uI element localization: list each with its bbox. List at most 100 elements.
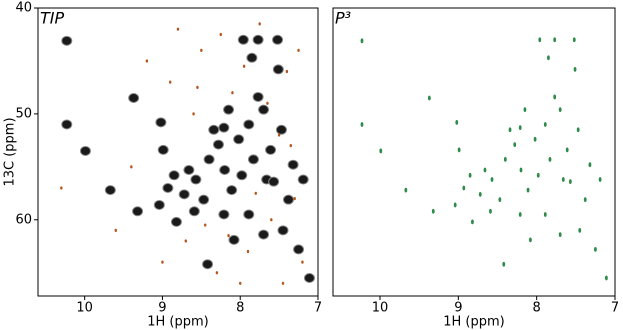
peak	[60, 186, 63, 190]
peak	[247, 154, 259, 165]
peak	[237, 34, 249, 45]
peak	[503, 157, 507, 162]
peak	[114, 228, 117, 232]
peak	[243, 209, 255, 220]
peak	[490, 177, 494, 182]
peak	[198, 194, 210, 205]
peak	[303, 273, 315, 283]
x-tick-label: 10	[372, 301, 389, 316]
peak	[543, 212, 547, 217]
x-tick-label: 10	[76, 301, 93, 316]
x-axis-label: 1H (ppm)	[443, 315, 505, 330]
peak	[236, 170, 248, 181]
peak	[227, 234, 230, 238]
peak	[457, 147, 461, 153]
peak	[301, 260, 304, 264]
peak	[204, 223, 207, 227]
x-tick-label: 9	[158, 301, 166, 316]
peak	[277, 225, 289, 236]
peak	[529, 237, 532, 243]
peak	[130, 165, 133, 169]
peak	[153, 199, 165, 210]
peak	[427, 95, 431, 101]
peak	[538, 37, 542, 43]
peak	[565, 147, 569, 153]
peak	[519, 167, 523, 173]
peak	[583, 197, 587, 203]
peak	[489, 208, 492, 214]
peak	[212, 139, 224, 150]
peak	[289, 144, 292, 148]
peak	[277, 133, 281, 137]
x-tick-label: 9	[454, 301, 462, 316]
peak	[265, 144, 277, 155]
plot-area	[333, 8, 615, 296]
peak	[281, 281, 285, 285]
x-tick-label: 8	[533, 301, 541, 316]
peak	[513, 142, 517, 147]
peak	[218, 209, 230, 220]
peak	[202, 259, 214, 270]
peak	[190, 174, 202, 185]
peak	[508, 127, 512, 133]
peak	[128, 93, 140, 103]
peak	[536, 172, 540, 178]
x-tick-label: 8	[236, 301, 244, 316]
peak	[161, 260, 164, 264]
peak	[258, 229, 270, 240]
peak	[471, 219, 474, 225]
peak	[61, 119, 73, 130]
peak	[215, 271, 219, 275]
peak	[188, 206, 200, 217]
peak	[155, 117, 167, 128]
panel-title: TIP	[40, 9, 64, 28]
peak	[588, 162, 592, 168]
peak	[104, 185, 116, 196]
peak	[272, 64, 284, 75]
peak	[252, 91, 264, 102]
peak	[453, 202, 457, 208]
peak	[223, 104, 235, 115]
peak	[246, 249, 250, 254]
peak	[462, 185, 466, 191]
peak	[157, 144, 169, 155]
plot-area	[38, 8, 318, 296]
peak	[360, 38, 364, 44]
y-axis-label: 13C (ppm)	[3, 117, 18, 186]
peak	[272, 34, 284, 45]
peak	[246, 52, 258, 63]
peak	[176, 27, 180, 31]
peak	[285, 69, 289, 74]
x-tick-label: 7	[314, 301, 322, 316]
peak	[526, 187, 530, 193]
peak	[572, 37, 576, 43]
peak	[568, 179, 572, 185]
peak	[548, 157, 552, 162]
peak	[200, 48, 203, 52]
peak	[578, 227, 582, 233]
peak	[266, 101, 269, 105]
peak	[239, 281, 242, 285]
peak	[208, 124, 220, 135]
peak	[275, 124, 287, 135]
plot-frame	[37, 7, 319, 297]
peak	[203, 154, 215, 165]
peak	[61, 35, 73, 46]
peak	[252, 34, 264, 45]
peak	[270, 218, 273, 222]
x-axis-label: 1H (ppm)	[147, 315, 209, 330]
peak	[233, 134, 245, 145]
peak	[287, 159, 299, 170]
x-tick-label: 7	[611, 301, 619, 316]
peak	[297, 174, 309, 185]
peak	[228, 234, 240, 245]
peak	[192, 112, 195, 116]
peak	[162, 183, 174, 193]
peak	[360, 122, 364, 127]
peak	[183, 165, 195, 175]
peak	[543, 122, 547, 127]
peak	[254, 191, 257, 195]
peak	[168, 170, 180, 181]
peak	[561, 177, 565, 182]
